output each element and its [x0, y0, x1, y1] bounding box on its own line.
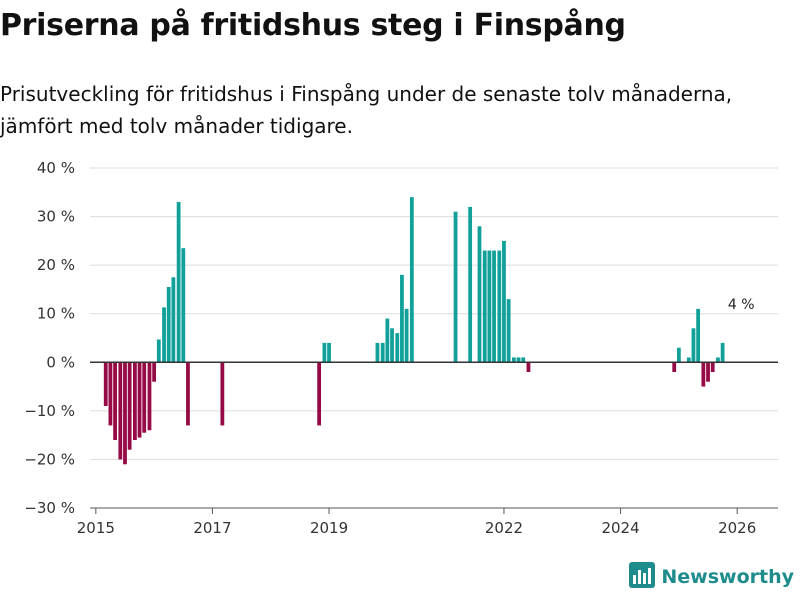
bar: [152, 362, 157, 382]
bar: [390, 328, 394, 363]
brand-name: Newsworthy: [661, 566, 794, 588]
bar: [181, 248, 186, 363]
bar: [720, 342, 725, 363]
bar: [696, 308, 701, 363]
latest-value-label: 4 %: [728, 297, 755, 313]
bar: [137, 362, 142, 438]
bar: [113, 362, 117, 440]
bar: [706, 362, 710, 382]
bar: [716, 357, 720, 363]
bar: [453, 211, 458, 363]
bar: [409, 197, 414, 363]
bar: [147, 362, 152, 431]
bar: [127, 362, 132, 450]
bar: [672, 362, 677, 372]
y-tick-label: 20 %: [37, 256, 75, 274]
bar: [162, 307, 166, 363]
y-tick-label: −20 %: [24, 450, 75, 468]
annotations: 4 %: [728, 297, 755, 313]
x-tick-label: 2022: [485, 519, 523, 537]
y-tick-label: 40 %: [37, 159, 75, 177]
bar: [142, 362, 147, 433]
bar: [516, 357, 521, 363]
bar: [322, 342, 327, 363]
bar: [380, 342, 385, 363]
bar: [123, 362, 127, 465]
bar: [176, 202, 181, 363]
bar: [686, 357, 691, 363]
bar: [395, 333, 400, 363]
bar: [220, 362, 225, 426]
bar: [133, 362, 137, 440]
y-tick-label: 0 %: [46, 353, 75, 371]
chart-subtitle: Prisutveckling för fritidshus i Finspång…: [0, 82, 733, 138]
y-tick-label: −30 %: [24, 499, 75, 517]
brand-logo: Newsworthy: [629, 562, 794, 592]
y-tick-label: −10 %: [24, 402, 75, 420]
x-tick-label: 2019: [310, 519, 348, 537]
bar: [327, 342, 331, 363]
bar: [404, 308, 409, 363]
bar: [375, 342, 380, 363]
bar: [166, 287, 171, 363]
x-tick-label: 2017: [193, 519, 231, 537]
bar-series: [103, 197, 725, 465]
bar: [108, 362, 113, 426]
bar: [317, 362, 322, 426]
x-tick-label: 2024: [601, 519, 639, 537]
bar: [506, 299, 511, 363]
bar: [482, 250, 487, 363]
bar: [385, 318, 390, 363]
chart-title: Priserna på fritidshus steg i Finspång: [0, 8, 626, 43]
bar: [701, 362, 706, 387]
bar: [502, 240, 506, 363]
x-tick-label: 2026: [718, 519, 756, 537]
bar: [477, 226, 482, 363]
bar-chart-logo-icon: [629, 562, 656, 592]
bar: [497, 250, 502, 363]
bar: [492, 250, 496, 363]
bar: [186, 362, 190, 426]
x-tick-label: 2015: [77, 519, 115, 537]
bar: [171, 277, 176, 363]
bar: [676, 347, 681, 363]
bar: [526, 362, 531, 372]
x-axis: 2015 2017 2019 2022 2024 2026: [77, 507, 778, 537]
bar: [118, 362, 123, 460]
bar: [511, 357, 516, 363]
bar: [487, 250, 492, 363]
bar-chart: −30 %−20 %−10 %0 %10 %20 %30 %40 % 2015 2…: [24, 159, 778, 537]
bar: [521, 357, 526, 363]
y-tick-label: 10 %: [37, 305, 75, 323]
bar: [691, 328, 696, 363]
bar: [103, 362, 108, 406]
bar: [400, 274, 404, 363]
y-tick-label: 30 %: [37, 208, 75, 226]
bar: [468, 206, 473, 363]
y-axis-ticks: −30 % −20 % −10 % 0 % 10 % 20 % 30 % 40 %: [24, 159, 75, 517]
bar: [156, 339, 161, 363]
gridlines: [90, 167, 778, 509]
bar: [710, 362, 715, 372]
